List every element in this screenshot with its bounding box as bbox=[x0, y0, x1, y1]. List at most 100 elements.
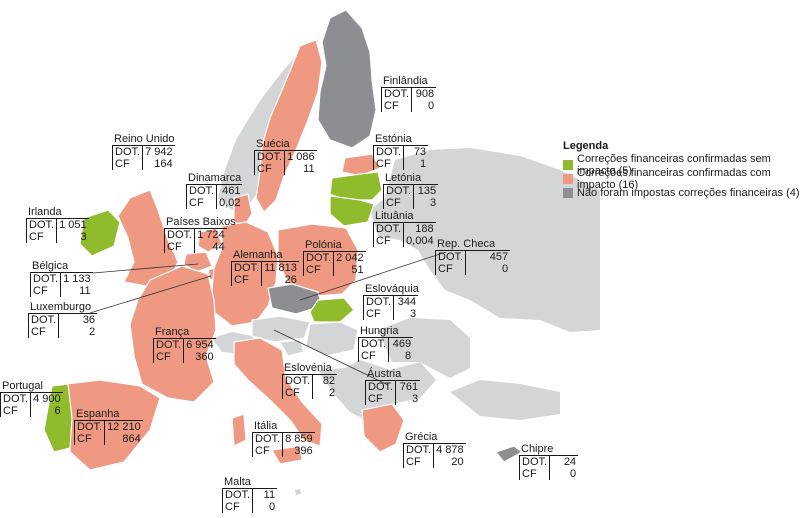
dot-value: 24 bbox=[549, 455, 579, 468]
box-portugal: Portugal DOT. 4 900 CF 6 bbox=[0, 380, 63, 417]
box-hungria: Hungria DOT. 469 CF 8 bbox=[358, 325, 414, 362]
country-name: Portugal bbox=[2, 380, 43, 392]
legend-swatch-gray bbox=[563, 188, 573, 198]
cf-label: CF bbox=[189, 197, 204, 209]
balkans-shape bbox=[318, 360, 436, 422]
cf-label: CF bbox=[438, 263, 453, 275]
legend-item-green: Correções financeiras confirmadas sem im… bbox=[563, 153, 800, 177]
box-dinamarca: Dinamarca DOT. 461 CF 0,02 bbox=[186, 172, 243, 209]
austria-shape bbox=[251, 315, 311, 343]
cf-value: 20 bbox=[433, 456, 466, 468]
dot-value: 2 042 bbox=[333, 251, 366, 264]
box-austria: Áustria DOT. 761 CF 3 bbox=[365, 368, 421, 405]
dot-value: 6 954 bbox=[183, 338, 216, 351]
cf-label: CF bbox=[285, 387, 300, 399]
box-malta: Malta DOT. 11 CF 0 bbox=[222, 476, 278, 513]
dot-label: DOT. bbox=[285, 375, 311, 387]
cf-value: 0 bbox=[252, 501, 278, 513]
eu-countries bbox=[43, 9, 523, 497]
cf-value: 2 bbox=[312, 387, 338, 399]
dot-value: 11 bbox=[252, 488, 278, 501]
dot-label: DOT. bbox=[234, 262, 260, 274]
cf-value: 51 bbox=[333, 264, 366, 276]
dot-label: DOT. bbox=[167, 229, 193, 241]
dot-value: 469 bbox=[388, 337, 414, 350]
dot-label: DOT. bbox=[368, 381, 394, 393]
box-eslovenia: Eslovénia DOT. 82 CF 2 bbox=[282, 362, 338, 399]
dot-label: DOT. bbox=[77, 421, 103, 433]
dot-label: DOT. bbox=[3, 393, 29, 405]
country-name: Eslovénia bbox=[284, 362, 332, 374]
cf-value: 26 bbox=[261, 274, 299, 286]
box-suecia: Suécia DOT. 1 086 CF 11 bbox=[254, 138, 317, 175]
leader-belgica bbox=[92, 263, 199, 274]
legend-label: Correções financeiras confirmadas com im… bbox=[577, 167, 771, 191]
country-name: Rep. Checa bbox=[437, 238, 496, 250]
dot-label: DOT. bbox=[361, 338, 387, 350]
cf-label: CF bbox=[167, 241, 182, 253]
country-name: Áustria bbox=[367, 368, 402, 380]
cf-label: CF bbox=[368, 393, 383, 405]
box-espanha: Espanha DOT. 12 210 CF 864 bbox=[74, 408, 143, 445]
cf-label: CF bbox=[257, 163, 272, 175]
dot-label: DOT. bbox=[115, 146, 141, 158]
cf-value: 864 bbox=[104, 433, 143, 445]
box-reino-unido: Reino Unido DOT. 7 942 CF 164 bbox=[112, 133, 175, 170]
dot-value: 1 051 bbox=[56, 218, 89, 231]
cf-label: CF bbox=[406, 456, 421, 468]
dot-value: 82 bbox=[312, 374, 338, 387]
dot-label: DOT. bbox=[255, 433, 281, 445]
dot-value: 11 813 bbox=[261, 261, 299, 274]
cf-value: 0 bbox=[465, 263, 511, 275]
dot-label: DOT. bbox=[438, 251, 464, 263]
dot-value: 457 bbox=[465, 250, 511, 263]
hungary-shape bbox=[305, 321, 359, 357]
country-name: Lituânia bbox=[375, 210, 414, 222]
country-name: Espanha bbox=[76, 408, 120, 420]
legend-swatch-green bbox=[563, 160, 573, 170]
dot-value: 4 900 bbox=[30, 392, 63, 405]
cf-value: 11 bbox=[284, 163, 317, 175]
leader-luxemburgo bbox=[89, 275, 212, 314]
country-name: Malta bbox=[224, 476, 251, 488]
sweden-shape bbox=[255, 39, 323, 213]
box-finlandia: Finlândia DOT. 908 CF 0 bbox=[381, 75, 437, 112]
box-franca: França DOT. 6 954 CF 360 bbox=[153, 326, 216, 363]
box-irlanda: Irlanda DOT. 1 051 CF 3 bbox=[26, 206, 89, 243]
dot-label: DOT. bbox=[384, 88, 410, 100]
country-name: Suécia bbox=[256, 138, 290, 150]
cf-value: 44 bbox=[194, 241, 227, 253]
dot-label: DOT. bbox=[376, 146, 402, 158]
cf-value: 2 bbox=[58, 326, 98, 338]
country-name: Polónia bbox=[305, 239, 342, 251]
country-name: Itália bbox=[254, 420, 278, 432]
country-name: Estónia bbox=[375, 133, 412, 145]
leader-lines bbox=[89, 251, 447, 386]
latvia-shape bbox=[329, 171, 383, 201]
legend: Legenda Correções financeiras confirmada… bbox=[563, 140, 800, 200]
country-name: Hungria bbox=[360, 325, 399, 337]
cf-value: 0 bbox=[549, 468, 579, 480]
dot-value: 188 bbox=[403, 222, 436, 235]
slovakia-shape bbox=[309, 297, 355, 323]
country-name: Chipre bbox=[521, 443, 554, 455]
lithuania-shape bbox=[329, 195, 375, 227]
cf-value: 11 bbox=[60, 285, 93, 297]
dot-label: DOT. bbox=[225, 489, 251, 501]
dot-value: 344 bbox=[393, 295, 419, 308]
dot-value: 8 859 bbox=[282, 432, 315, 445]
box-lituania: Lituânia DOT. 188 CF 0,004 bbox=[373, 210, 436, 247]
cf-label: CF bbox=[361, 350, 376, 362]
cf-label: CF bbox=[31, 326, 46, 338]
cf-value: 0,004 bbox=[403, 235, 436, 247]
finland-shape bbox=[317, 9, 377, 149]
box-alemanha: Alemanha DOT. 11 813 CF 26 bbox=[231, 249, 299, 286]
dot-value: 12 210 bbox=[104, 420, 143, 433]
slovenia-shape bbox=[279, 339, 305, 357]
dot-label: DOT. bbox=[366, 296, 392, 308]
legend-label: Correções financeiras confirmadas sem im… bbox=[577, 153, 771, 177]
dot-label: DOT. bbox=[156, 339, 182, 351]
country-name: França bbox=[155, 326, 190, 338]
cf-value: 6 bbox=[30, 405, 63, 417]
